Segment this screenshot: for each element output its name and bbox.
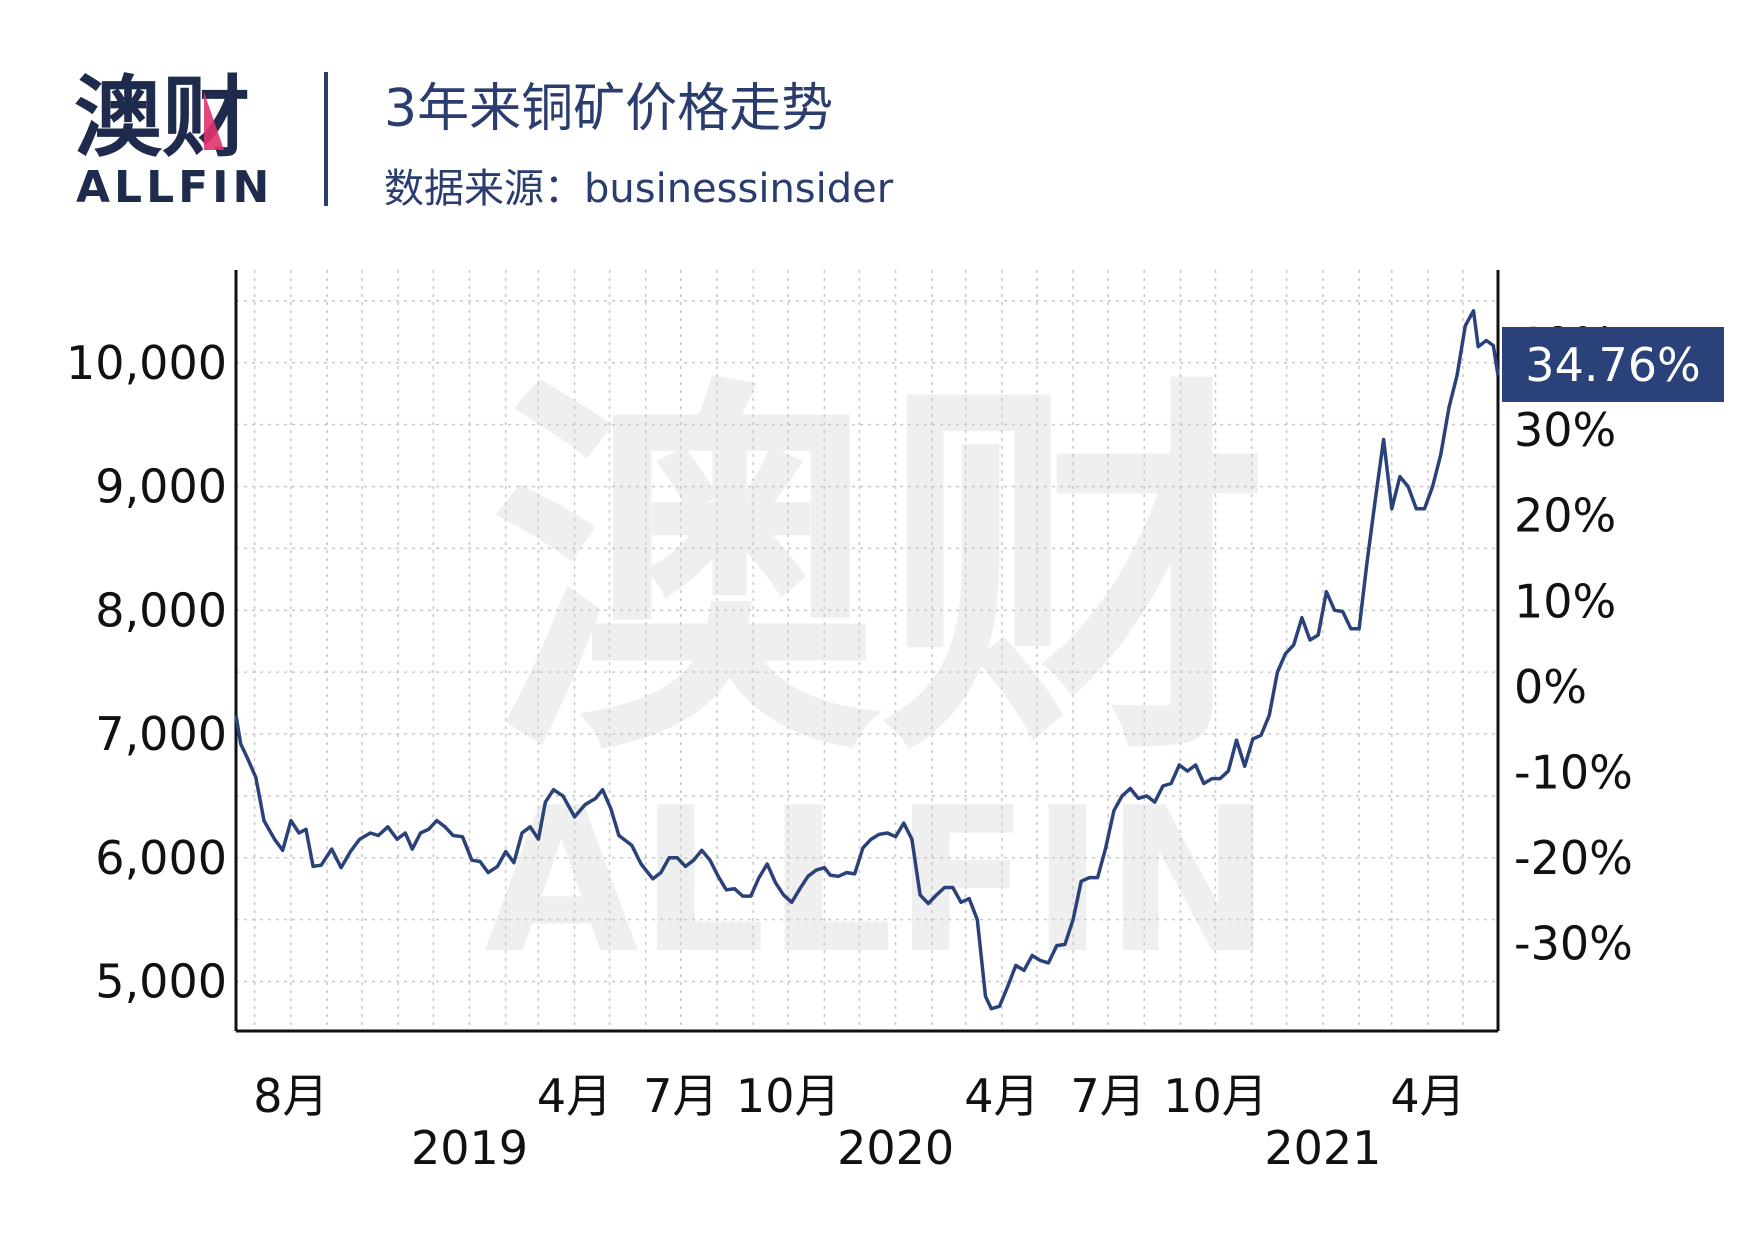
y-tick-label: 8,000	[95, 583, 227, 637]
x-tick-year-label: 2020	[837, 1121, 954, 1175]
brand-logo-mark: 澳财	[74, 66, 250, 166]
last-value-callout-bg	[1502, 327, 1724, 402]
y-tick-label: 10,000	[66, 336, 227, 390]
y2-tick-label: 30%	[1514, 403, 1616, 457]
y2-tick-label: 0%	[1514, 660, 1587, 714]
chart-source: 数据来源：businessinsider	[384, 166, 894, 212]
brand-accent-mark	[204, 92, 224, 150]
x-tick-month-label: 4月	[1390, 1069, 1465, 1123]
y2-tick-label: -10%	[1514, 745, 1633, 799]
x-tick-month-label: 8月	[253, 1069, 328, 1123]
y2-tick-label: 10%	[1514, 574, 1616, 628]
y-tick-label: 9,000	[95, 460, 227, 514]
header-divider	[324, 72, 328, 206]
x-tick-month-label: 4月	[964, 1069, 1039, 1123]
y-tick-label: 7,000	[95, 707, 227, 761]
x-tick-month-label: 7月	[643, 1069, 718, 1123]
watermark: 澳财 ALLFIN	[484, 348, 1272, 998]
brand-logo: 澳财 ALLFIN	[74, 66, 269, 216]
y2-tick-label: -30%	[1514, 917, 1633, 971]
watermark-cn: 澳财	[490, 348, 1270, 802]
y-axis-left: 5,000 6,000 7,000 8,000 9,000 10,000	[66, 336, 227, 1009]
x-tick-month-label: 4月	[537, 1069, 612, 1123]
x-tick-year-label: 2021	[1264, 1121, 1381, 1175]
series-line	[234, 309, 1500, 1011]
y2-tick-label: -20%	[1514, 831, 1633, 885]
x-tick-month-label: 10月	[1163, 1069, 1268, 1123]
y-axis-right: -30%-20%-10%0%10%20%30%40%	[1514, 317, 1633, 970]
y-tick-label: 5,000	[95, 955, 227, 1009]
y-tick-label: 6,000	[95, 831, 227, 885]
last-value-callout: 34.76%	[1502, 327, 1724, 402]
chart-title: 3年来铜矿价格走势	[384, 79, 834, 139]
x-tick-year-label: 2019	[411, 1121, 528, 1175]
grid	[236, 270, 1498, 1031]
x-tick-month-label: 10月	[736, 1069, 841, 1123]
brand-name-en: ALLFIN	[76, 162, 274, 213]
x-tick-month-label: 7月	[1070, 1069, 1145, 1123]
last-value-label: 34.76%	[1525, 338, 1700, 392]
y2-tick-label: 20%	[1514, 489, 1616, 543]
watermark-en: ALLFIN	[484, 765, 1272, 998]
axes	[234, 270, 1500, 1033]
